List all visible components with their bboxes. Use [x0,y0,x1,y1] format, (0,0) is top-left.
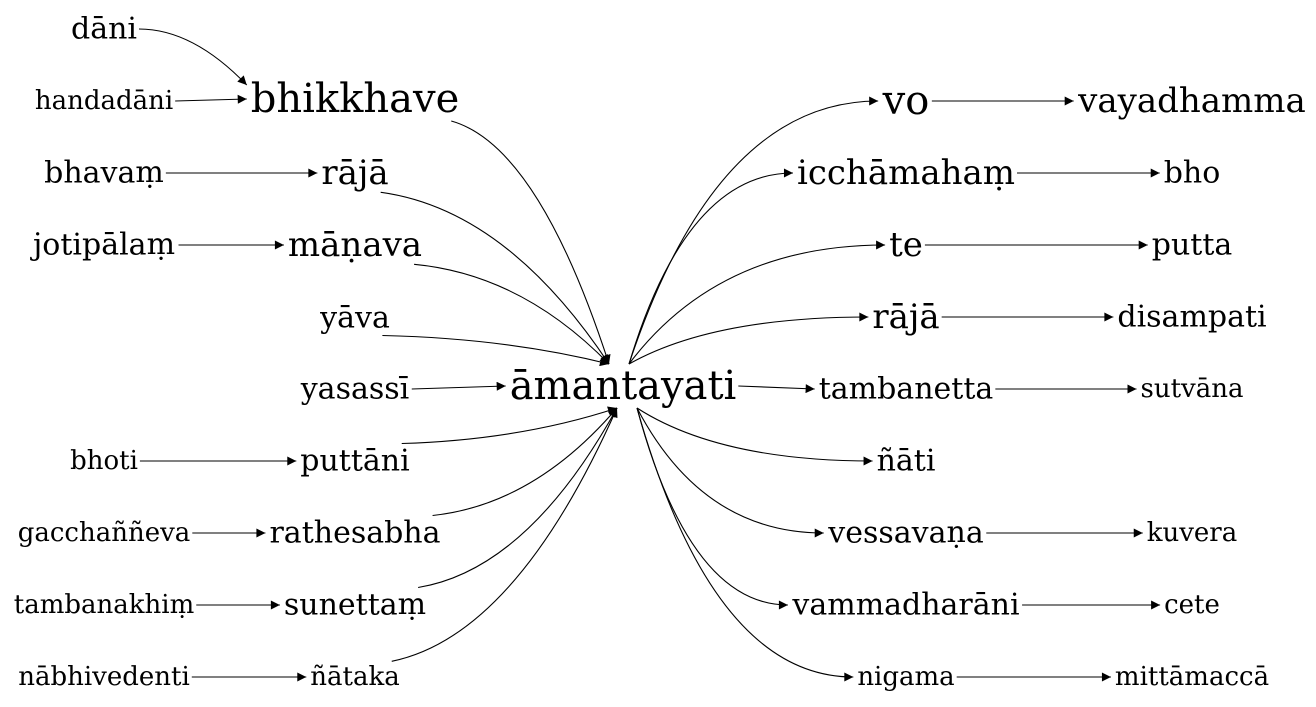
node-nati: ñāti [877,444,936,479]
edge-sunettam-to-amantayati [418,407,618,589]
node-puttani: puttāni [300,444,409,479]
edges-layer [139,28,1161,682]
node-jotipalam: jotipālaṃ [30,228,175,263]
node-handadani: handadāni [35,86,173,116]
edge-amantayati-to-nati [636,407,873,466]
edge-nataka-to-amantayati [391,407,618,662]
node-tambanetta: tambanetta [819,372,994,407]
edge-amantayati-to-vammadharani [636,407,788,610]
nodes-layer: āmantayati dāni handadāni bhavaṃ jotipālaṃ yā… [14,12,1306,693]
edge-puttani-to-amantayati [401,406,618,445]
node-gacchanneva: gacchaññeva [18,518,191,548]
edge-manava-to-amantayati [414,263,610,365]
node-vayadhamma: vayadhamma [1077,81,1306,121]
node-raja-l: rājā [321,153,388,193]
edge-amantayati-to-nigama [636,407,854,682]
edge-dani-to-bhikkhave [139,28,248,86]
node-bhavam: bhavaṃ [44,156,164,191]
node-mittamacca: mittāmaccā [1115,662,1269,692]
node-yasassi: yasassī [300,372,410,407]
node-putta: putta [1152,228,1233,263]
edge-amantayati-to-icchamaham [628,168,793,365]
node-nabhivedenti: nābhivedenti [18,662,190,692]
node-dani: dāni [71,12,137,47]
edge-rathesabha-to-amantayati [432,407,618,517]
node-disampati: disampati [1117,300,1266,335]
node-nigama: nigama [857,662,954,692]
node-amantayati: āmantayati [510,363,737,409]
node-yava: yāva [319,301,390,336]
node-vessavana: vessavaṇa [827,516,984,551]
node-vammadharani: vammadharāni [791,588,1019,623]
edge-amantayati-to-tambanetta [738,384,815,394]
node-icchamaham: icchāmahaṃ [797,153,1015,193]
node-nataka: ñātaka [310,662,399,692]
node-sunettam: sunettaṃ [284,588,426,623]
node-cete: cete [1164,590,1220,620]
node-bhoti: bhoti [70,446,138,476]
edge-raja-l-to-amantayati [380,191,610,365]
edge-amantayati-to-vo [628,96,879,365]
node-raja-r: rājā [872,297,939,337]
edge-amantayati-to-te [628,240,886,365]
node-tambanakhim: tambanakhiṃ [14,590,194,620]
edge-bhikkhave-to-amantayati [451,120,611,365]
node-bho: bho [1164,156,1221,191]
node-kuvera: kuvera [1147,518,1238,548]
node-sutvana: sutvāna [1141,374,1244,404]
node-vo: vo [882,78,930,124]
node-te: te [889,225,923,265]
edge-handadani-to-bhikkhave [175,94,247,104]
node-rathesabha: rathesabha [269,516,440,551]
edge-amantayati-to-raja-r [628,312,869,365]
edge-amantayati-to-vessavana [636,407,824,538]
edge-yava-to-amantayati [382,334,610,367]
node-bhikkhave: bhikkhave [251,76,460,122]
edge-yasassi-to-amantayati [411,381,506,391]
node-manava: māṇava [288,225,422,265]
